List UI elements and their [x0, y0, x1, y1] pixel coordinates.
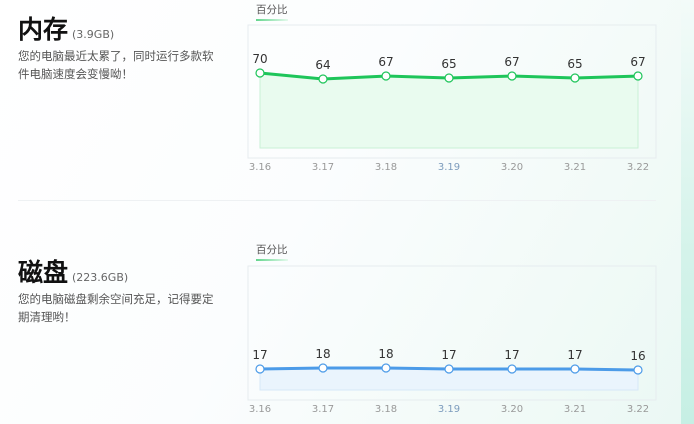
memory-x-tick-label: 3.17 [312, 162, 334, 173]
disk-data-label: 16 [630, 349, 645, 363]
disk-data-label: 18 [378, 347, 393, 361]
disk-x-tick-label: 3.19 [438, 404, 460, 415]
disk-data-point [570, 364, 580, 374]
memory-data-point [255, 68, 265, 78]
memory-data-label: 70 [252, 52, 267, 66]
memory-description: 您的电脑最近太累了，同时运行多款软件电脑速度会变慢呦！ [18, 49, 214, 81]
memory-title-text: 内存 [18, 15, 69, 44]
memory-x-tick-label: 3.22 [627, 162, 649, 173]
memory-data-point [444, 73, 454, 83]
disk-x-tick-label: 3.18 [375, 404, 397, 415]
disk-title: 磁盘 (223.6GB) [18, 253, 128, 289]
memory-title: 内存 (3.9GB) [18, 10, 114, 46]
memory-x-tick-label: 3.18 [375, 162, 397, 173]
memory-size: (3.9GB) [72, 28, 115, 41]
memory-x-tick-label: 3.16 [249, 162, 271, 173]
memory-data-point [381, 71, 391, 81]
disk-data-point [444, 364, 454, 374]
disk-title-text: 磁盘 [18, 258, 69, 287]
memory-chart-label: 百分比 [256, 2, 288, 21]
disk-data-point [255, 364, 265, 374]
disk-data-point [507, 364, 517, 374]
memory-data-label: 67 [378, 55, 393, 69]
section-divider [18, 200, 656, 201]
memory-data-label: 67 [630, 55, 645, 69]
disk-data-label: 17 [504, 348, 519, 362]
memory-data-point [507, 71, 517, 81]
disk-data-point [381, 363, 391, 373]
disk-x-tick-label: 3.20 [501, 404, 523, 415]
disk-x-tick-label: 3.21 [564, 404, 586, 415]
memory-data-label: 67 [504, 55, 519, 69]
disk-chart-label: 百分比 [256, 242, 288, 261]
disk-data-label: 17 [252, 348, 267, 362]
memory-data-point [633, 71, 643, 81]
memory-x-tick-label: 3.19 [438, 162, 460, 173]
disk-x-tick-label: 3.16 [249, 404, 271, 415]
memory-data-label: 65 [567, 57, 582, 71]
disk-data-label: 17 [567, 348, 582, 362]
memory-chart-frame [247, 24, 657, 159]
side-scroll-strip [681, 0, 694, 424]
memory-data-label: 65 [441, 57, 456, 71]
disk-data-label: 17 [441, 348, 456, 362]
disk-chart-frame [247, 265, 657, 401]
disk-description: 您的电脑磁盘剩余空间充足，记得要定期清理哟！ [18, 292, 214, 324]
memory-data-label: 64 [315, 58, 330, 72]
disk-data-label: 18 [315, 347, 330, 361]
disk-x-tick-label: 3.17 [312, 404, 334, 415]
memory-data-point [570, 73, 580, 83]
disk-x-tick-label: 3.22 [627, 404, 649, 415]
disk-data-point [318, 363, 328, 373]
memory-area-fill [259, 72, 639, 149]
disk-data-point [633, 365, 643, 375]
memory-x-tick-label: 3.21 [564, 162, 586, 173]
disk-size: (223.6GB) [72, 271, 129, 284]
memory-data-point [318, 74, 328, 84]
memory-x-tick-label: 3.20 [501, 162, 523, 173]
